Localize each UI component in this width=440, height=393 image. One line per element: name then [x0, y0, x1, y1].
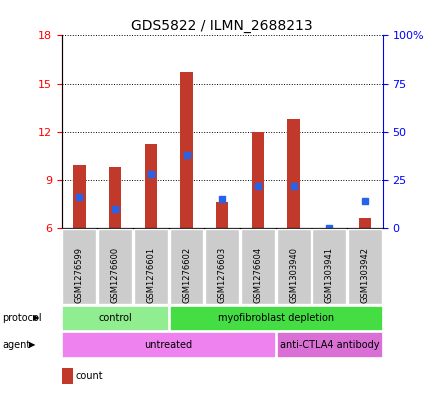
Bar [73, 165, 86, 228]
Title: GDS5822 / ILMN_2688213: GDS5822 / ILMN_2688213 [132, 19, 313, 33]
Bar [145, 145, 157, 228]
Text: GSM1303941: GSM1303941 [325, 247, 334, 303]
Bar [109, 167, 121, 228]
Text: GSM1276601: GSM1276601 [147, 246, 155, 303]
Text: control: control [98, 313, 132, 323]
Bar [252, 132, 264, 228]
Text: GSM1276604: GSM1276604 [253, 246, 262, 303]
Text: ▶: ▶ [33, 314, 40, 322]
Text: count: count [76, 371, 103, 381]
Text: GSM1303940: GSM1303940 [289, 247, 298, 303]
Text: anti-CTLA4 antibody: anti-CTLA4 antibody [279, 340, 379, 350]
Text: GSM1276600: GSM1276600 [110, 246, 120, 303]
Text: GSM1276602: GSM1276602 [182, 246, 191, 303]
Text: protocol: protocol [2, 313, 42, 323]
Bar [287, 119, 300, 228]
Bar [216, 202, 228, 228]
Text: agent: agent [2, 340, 30, 350]
Text: GSM1276603: GSM1276603 [218, 246, 227, 303]
Text: GSM1276599: GSM1276599 [75, 247, 84, 303]
Bar [359, 218, 371, 228]
Text: myofibroblast depletion: myofibroblast depletion [218, 313, 334, 323]
Text: ▶: ▶ [29, 340, 35, 349]
Text: GSM1303942: GSM1303942 [360, 247, 370, 303]
Text: untreated: untreated [145, 340, 193, 350]
Bar [180, 72, 193, 228]
